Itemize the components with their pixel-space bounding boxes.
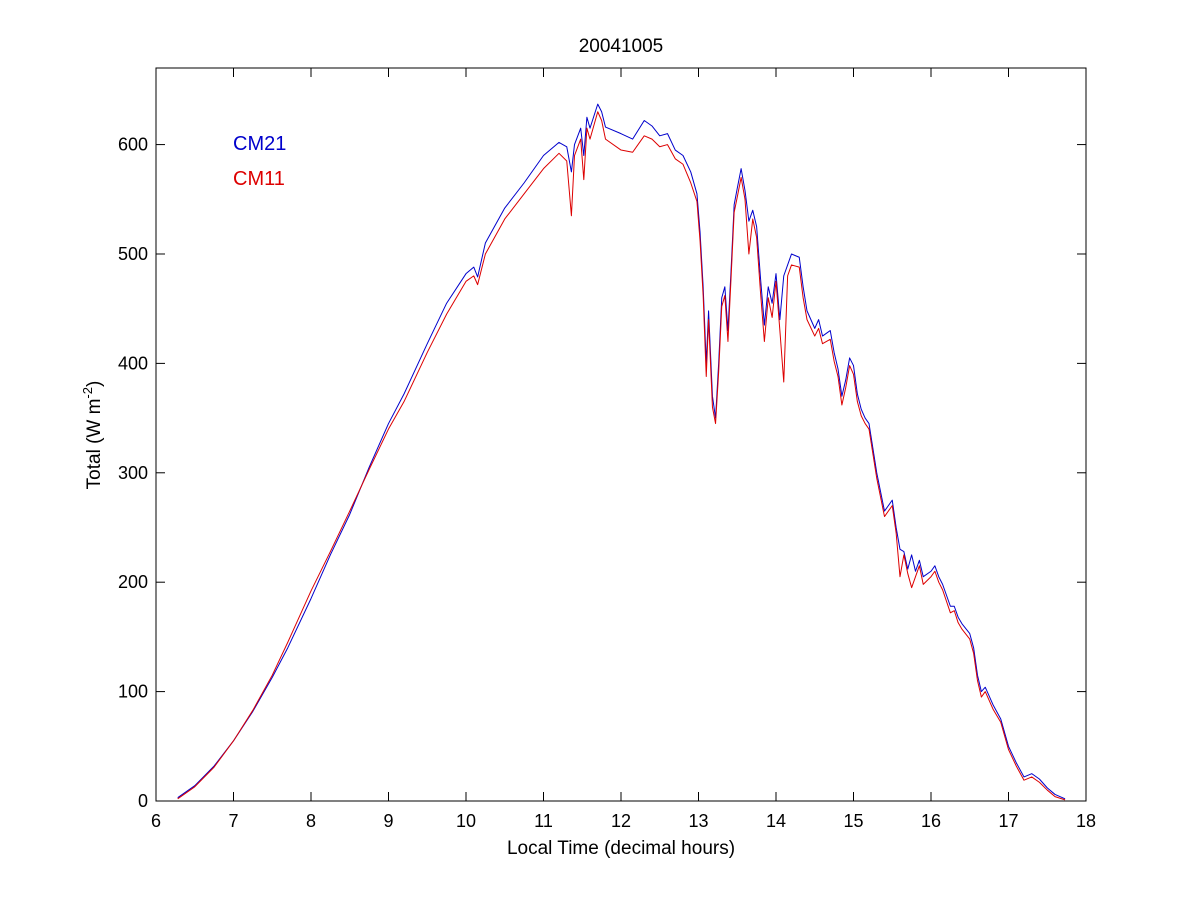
x-tick-label: 9 bbox=[383, 811, 393, 831]
x-tick-label: 10 bbox=[456, 811, 476, 831]
x-axis-label: Local Time (decimal hours) bbox=[507, 838, 735, 859]
x-tick-label: 11 bbox=[534, 811, 553, 831]
y-tick-label: 100 bbox=[118, 682, 148, 702]
x-tick-label: 15 bbox=[843, 811, 863, 831]
y-tick-label: 200 bbox=[118, 572, 148, 592]
x-tick-label: 13 bbox=[688, 811, 708, 831]
series-layer bbox=[177, 103, 1066, 801]
x-tick-label: 8 bbox=[306, 811, 316, 831]
legend-entry-cm11: CM11 bbox=[233, 168, 285, 190]
x-tick-label: 16 bbox=[921, 811, 941, 831]
x-tick-label: 6 bbox=[151, 811, 161, 831]
y-tick-label: 400 bbox=[118, 353, 148, 373]
x-tick-label: 12 bbox=[611, 811, 631, 831]
y-tick-label: 300 bbox=[118, 463, 148, 483]
y-axis-label: Total (W m-2) bbox=[80, 381, 105, 490]
x-tick-label: 7 bbox=[228, 811, 238, 831]
x-tick-label: 14 bbox=[766, 811, 786, 831]
y-axis-label-main: Total (W m bbox=[84, 399, 105, 490]
y-axis-label-superscript: -2 bbox=[80, 387, 95, 399]
series-line-cm11 bbox=[177, 111, 1066, 801]
x-axis: 6 7 8 9 10 11 12 13 14 15 16 17 18 bbox=[151, 68, 1096, 831]
chart-title: 20041005 bbox=[579, 36, 664, 57]
y-tick-label: 0 bbox=[138, 791, 148, 811]
y-tick-label: 600 bbox=[118, 135, 148, 155]
series-line-cm21 bbox=[177, 103, 1066, 800]
y-axis-label-close: ) bbox=[84, 381, 105, 387]
legend: CM21 CM11 bbox=[233, 133, 286, 190]
y-axis: 0 100 200 300 400 500 600 bbox=[118, 135, 1086, 811]
x-tick-label: 17 bbox=[998, 811, 1018, 831]
legend-entry-cm21: CM21 bbox=[233, 133, 286, 155]
x-tick-label: 18 bbox=[1076, 811, 1096, 831]
y-tick-label: 500 bbox=[118, 244, 148, 264]
